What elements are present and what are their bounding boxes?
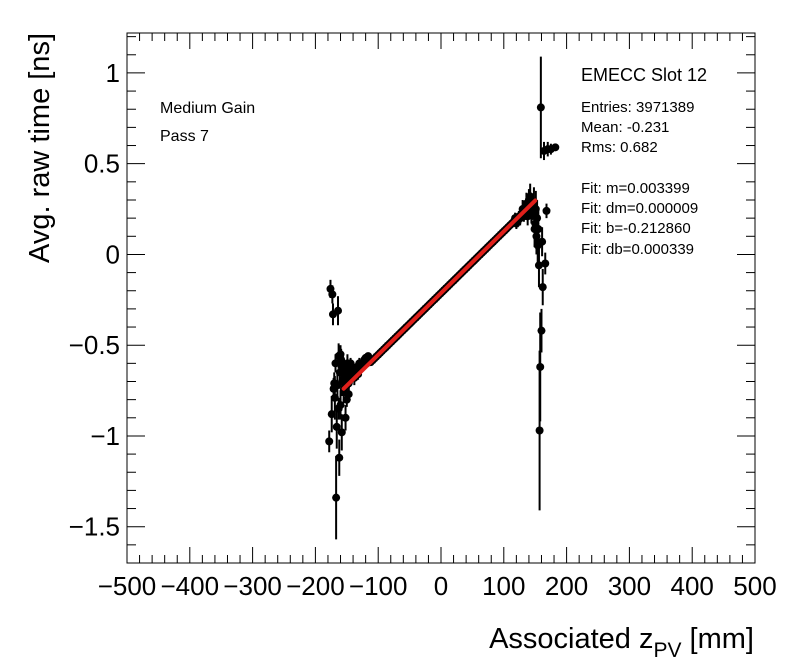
x-tick-label: 100: [482, 571, 525, 601]
data-point: [542, 206, 551, 215]
y-tick-label: 0: [106, 239, 120, 269]
data-point: [334, 404, 343, 413]
data-point: [551, 143, 560, 152]
data-point: [532, 232, 541, 241]
data-point: [341, 413, 350, 422]
data-point: [327, 410, 336, 419]
x-tick-label: 400: [671, 571, 714, 601]
data-point: [534, 261, 543, 270]
data-point: [537, 326, 546, 335]
data-point: [535, 426, 544, 435]
y-tick-label: −1.5: [69, 512, 120, 542]
data-point: [346, 359, 355, 368]
data-point: [531, 205, 540, 214]
x-axis-title: Associated zPV [mm]: [489, 623, 754, 662]
legend-gain: Medium Gain: [160, 100, 255, 117]
data-point: [335, 453, 344, 462]
x-tick-label: −100: [349, 571, 408, 601]
x-tick-label: 300: [608, 571, 651, 601]
data-point: [325, 437, 334, 446]
stats-entries: Entries: 3971389: [581, 99, 694, 116]
axis-ticks: [126, 33, 756, 564]
y-tick-label: 1: [106, 58, 120, 88]
x-tick-label: −500: [98, 571, 157, 601]
data-point: [538, 237, 547, 246]
fit-b: Fit: b=-0.212860: [581, 220, 691, 237]
y-tick-labels: −1.5 −1 −0.5 0 0.5 1: [69, 58, 120, 542]
x-axis-title-unit: [mm]: [682, 623, 755, 655]
x-tick-label: 500: [733, 571, 776, 601]
data-point: [536, 103, 545, 112]
y-axis-title: Avg. raw time [ns]: [24, 33, 56, 263]
data-point: [336, 350, 345, 359]
x-tick-labels: −500 −400 −300 −200 −100 0 100 200 300 400 500: [98, 571, 777, 601]
data-point: [328, 290, 337, 299]
x-tick-label: 200: [545, 571, 588, 601]
data-point: [337, 428, 346, 437]
data-point: [332, 493, 341, 502]
x-tick-label: 0: [434, 571, 448, 601]
stats-title: EMECC Slot 12: [581, 65, 707, 85]
data-point: [534, 225, 543, 234]
fit-m: Fit: m=0.003399: [581, 180, 690, 197]
y-tick-label: −1: [90, 421, 120, 451]
x-tick-label: −200: [286, 571, 345, 601]
y-tick-label: 0.5: [84, 149, 120, 179]
data-point: [536, 362, 545, 371]
data-point: [538, 283, 547, 292]
data-point: [541, 259, 550, 268]
stats-rms: Rms: 0.682: [581, 139, 658, 156]
fit-db: Fit: db=0.000339: [581, 241, 694, 258]
x-axis-title-sub: PV: [653, 639, 681, 662]
fit-dm: Fit: dm=0.000009: [581, 200, 698, 217]
fit-line: [341, 198, 538, 391]
x-tick-label: −400: [161, 571, 220, 601]
data-point: [533, 214, 542, 223]
legend-pass: Pass 7: [160, 128, 209, 145]
data-point: [330, 393, 339, 402]
data-point: [332, 422, 341, 431]
data-point: [334, 306, 343, 315]
data-point: [344, 390, 353, 399]
stats-mean: Mean: -0.231: [581, 119, 669, 136]
y-tick-label: −0.5: [69, 330, 120, 360]
x-tick-label: −300: [223, 571, 282, 601]
x-axis-title-main: Associated z: [489, 623, 653, 655]
